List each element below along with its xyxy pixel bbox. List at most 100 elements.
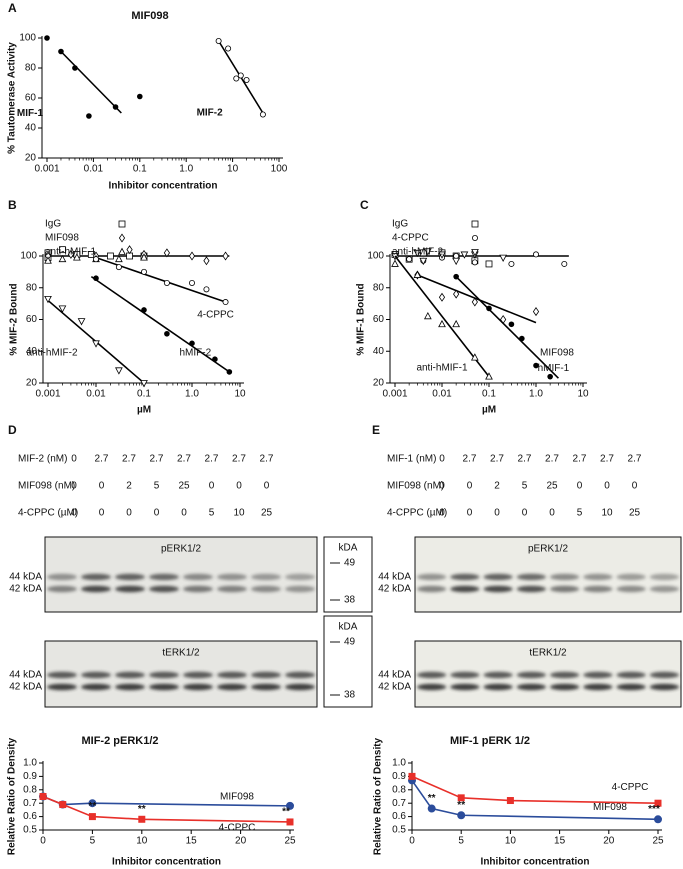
series-label: MIF098 [593, 802, 627, 813]
point [226, 369, 233, 375]
table-cell: 0 [126, 508, 132, 519]
point [547, 373, 553, 380]
band [649, 683, 680, 691]
row-label: MIF098 (nM) [387, 481, 444, 492]
y-axis-label: Relative Ratio of Density [7, 737, 18, 855]
point [164, 330, 170, 337]
x-tick-label: 0.001 [382, 389, 407, 400]
x-tick-label: 15 [186, 836, 198, 847]
x-tick-label: 0.001 [34, 164, 59, 175]
band [81, 683, 111, 691]
panel-label: C [360, 198, 369, 212]
point [533, 251, 540, 258]
band [149, 573, 179, 581]
point [237, 72, 244, 79]
point [115, 367, 123, 375]
band [149, 585, 179, 593]
table-cell: 2.7 [573, 454, 587, 465]
series-label: 4-CPPC [197, 310, 234, 321]
y-tick-label: 80 [26, 282, 38, 293]
band [516, 573, 547, 581]
y-tick-label: 0.6 [23, 811, 37, 822]
band [583, 683, 613, 691]
x-tick-label: 5 [90, 836, 96, 847]
band-size: 42 kDA [9, 584, 42, 595]
x-tick-label: 0.01 [86, 389, 106, 400]
point [77, 318, 86, 326]
ladder-unit: kDA [339, 543, 358, 554]
point [457, 794, 465, 802]
point [88, 813, 96, 821]
point [413, 270, 422, 278]
band [483, 683, 513, 691]
point [93, 275, 99, 282]
y-axis-label: Relative Ratio of Density [373, 737, 384, 855]
y-tick-label: 60 [373, 314, 385, 325]
band [649, 585, 680, 593]
point [115, 264, 122, 271]
y-tick-label: 20 [25, 153, 37, 164]
point [92, 340, 100, 348]
point [137, 93, 143, 100]
legend-symbol [471, 220, 479, 228]
x-tick-label: 5 [458, 836, 464, 847]
point [44, 35, 50, 41]
annotation: ** [428, 793, 436, 804]
y-tick-label: 0.9 [392, 771, 406, 782]
band [115, 671, 145, 679]
point [259, 111, 266, 118]
point [471, 259, 478, 266]
table-cell: 0 [439, 454, 445, 465]
table-cell: 25 [546, 481, 558, 492]
y-axis-label: % MIF-2 Bound [9, 283, 20, 355]
band [649, 573, 680, 581]
series-label: hMIF-2 [180, 348, 212, 359]
table-cell: 0 [522, 508, 528, 519]
table-cell: 10 [233, 508, 245, 519]
point [452, 319, 461, 328]
point [457, 811, 466, 820]
table-cell: 0 [467, 508, 473, 519]
ladder-mark: 49 [344, 558, 356, 569]
y-tick-label: 80 [25, 63, 37, 74]
point [222, 299, 229, 306]
table-cell: 2.7 [600, 454, 614, 465]
blot-label: tERK1/2 [162, 648, 200, 659]
point [188, 279, 195, 286]
band [217, 573, 247, 581]
table-cell: 2.7 [628, 454, 642, 465]
y-tick-label: 20 [26, 378, 38, 389]
annotation: ** [457, 800, 465, 811]
annotation: ** [138, 804, 146, 815]
table-cell: 2.7 [232, 454, 246, 465]
table-cell: 2.7 [518, 454, 532, 465]
point [453, 289, 460, 299]
band [416, 683, 447, 691]
point [419, 257, 428, 266]
band [183, 573, 213, 581]
series-line [411, 775, 659, 804]
legend-label: IgG [392, 219, 408, 230]
point [406, 256, 413, 263]
point [112, 104, 119, 110]
point [423, 311, 432, 320]
point [203, 256, 210, 266]
point [107, 252, 114, 260]
point [413, 249, 422, 258]
ladder-mark: 38 [344, 595, 356, 606]
y-tick-label: 20 [373, 378, 385, 389]
point [44, 256, 52, 264]
band [450, 573, 480, 581]
band [450, 683, 480, 691]
point [58, 305, 67, 313]
y-tick-label: 1.0 [23, 758, 37, 769]
band [549, 683, 580, 691]
row-label: 4-CPPC (µM) [18, 508, 78, 519]
point [163, 248, 170, 258]
band [483, 585, 513, 593]
table-cell: 0 [604, 481, 610, 492]
legend-symbol [118, 220, 126, 228]
band [115, 585, 145, 593]
point [654, 799, 662, 807]
x-tick-label: 0 [409, 836, 415, 847]
